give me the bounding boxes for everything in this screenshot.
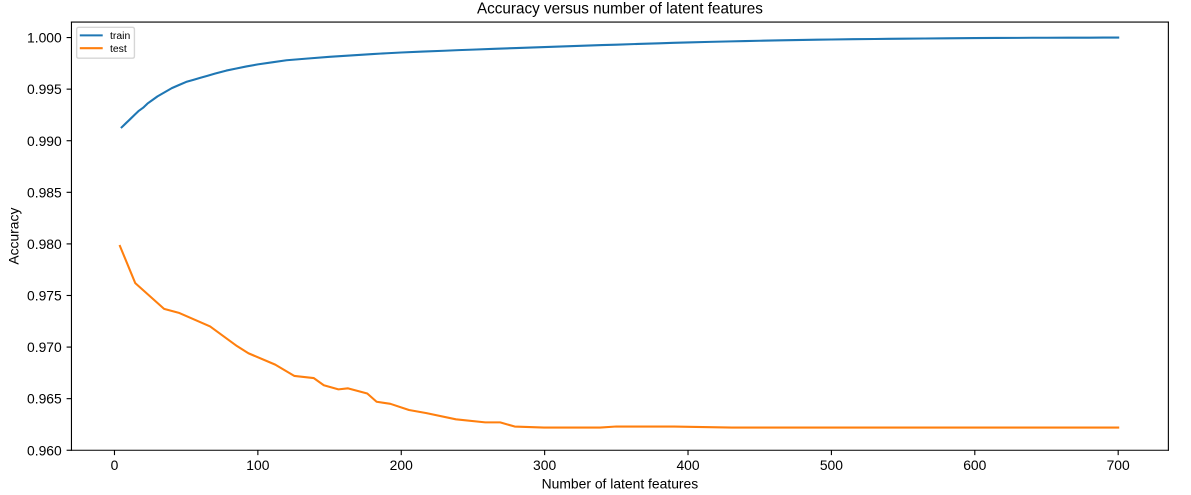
svg-text:train: train	[110, 31, 130, 42]
svg-text:400: 400	[676, 457, 699, 473]
svg-text:600: 600	[963, 457, 986, 473]
svg-text:0.990: 0.990	[27, 133, 62, 149]
svg-text:0.970: 0.970	[27, 339, 62, 355]
svg-text:1.000: 1.000	[27, 30, 62, 46]
svg-text:0.975: 0.975	[27, 288, 62, 304]
svg-text:0.980: 0.980	[27, 236, 62, 252]
svg-text:Accuracy versus number of late: Accuracy versus number of latent feature…	[477, 1, 763, 18]
svg-text:200: 200	[390, 457, 413, 473]
svg-text:0.965: 0.965	[27, 391, 62, 407]
svg-text:test: test	[110, 44, 127, 55]
svg-text:700: 700	[1107, 457, 1130, 473]
svg-text:0.995: 0.995	[27, 81, 62, 97]
svg-text:Number of latent features: Number of latent features	[542, 476, 699, 492]
svg-text:Accuracy: Accuracy	[6, 208, 22, 265]
svg-text:100: 100	[246, 457, 269, 473]
svg-text:0.985: 0.985	[27, 184, 62, 200]
svg-text:0.960: 0.960	[27, 442, 62, 458]
svg-text:0: 0	[111, 457, 119, 473]
svg-text:500: 500	[820, 457, 843, 473]
svg-text:300: 300	[533, 457, 556, 473]
